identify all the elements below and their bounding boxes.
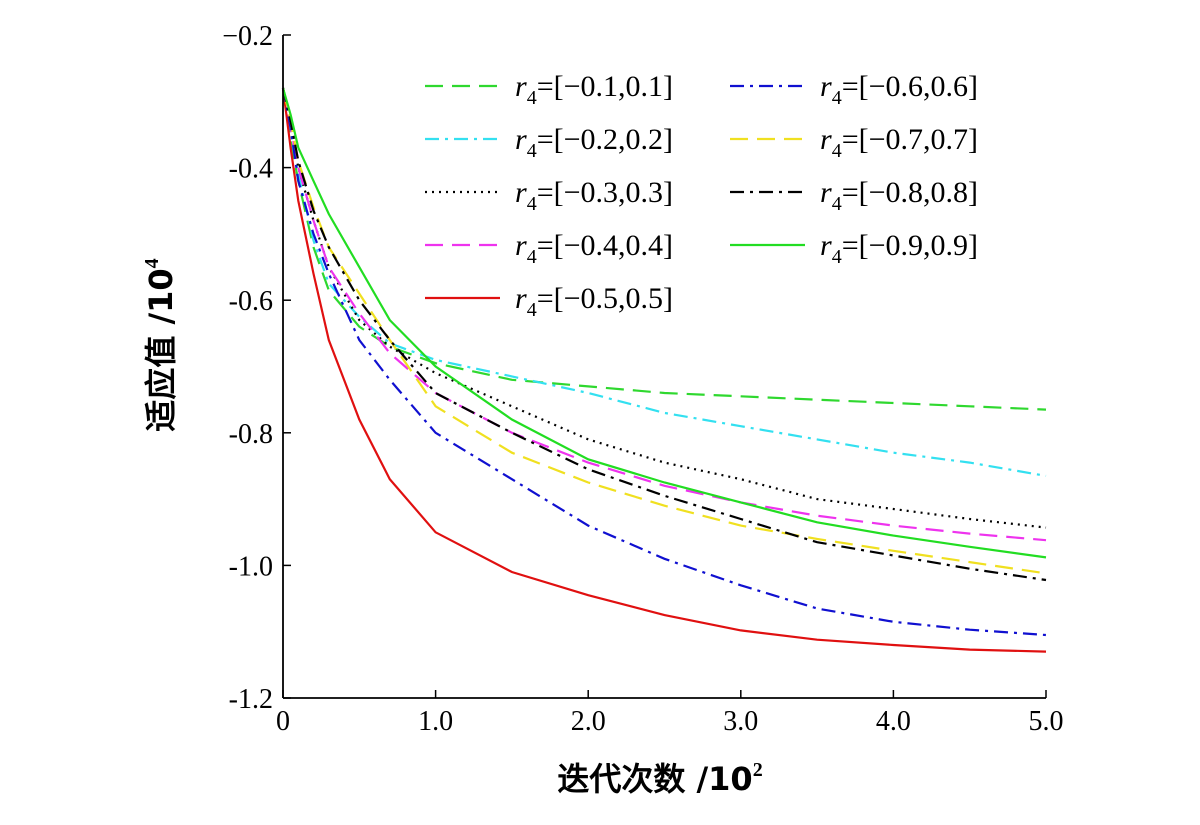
legend-label-4: r4=[−0.4,0.4] [515,229,673,268]
series-line-9 [281,87,1047,559]
y-axis-title: 适应值 /104 [141,258,180,431]
y-tick-label: -0.4 [229,154,273,185]
plot-lines [281,87,1047,653]
series-line-1 [281,87,1047,411]
series-line-8 [281,87,1047,582]
axes [282,35,1046,699]
series-line-5 [281,87,1047,653]
y-tick-label: -1.2 [229,684,273,715]
legend-label-2: r4=[−0.2,0.2] [515,123,673,162]
x-axis-exponent: 2 [753,759,763,781]
legend: r4=[−0.1,0.1] r4=[−0.2,0.2] r4=[−0.3,0.3] r… [425,70,978,321]
ticks: 0 1.0 2.0 3.0 4.0 5.0 −0.2 -0.4 -0.6 -0.8 -1.0 -1.2 [222,21,1063,737]
series-line-6 [281,87,1047,637]
x-tick-label: 5.0 [1029,706,1064,737]
x-axis-title-text: 迭代次数 /10 [557,760,752,798]
x-tick-label: 0 [276,706,290,737]
y-tick-label: -0.6 [229,286,273,317]
y-tick-label: −0.2 [222,21,273,52]
legend-label-9: r4=[−0.9,0.9] [820,229,978,268]
x-tick-label: 1.0 [418,706,453,737]
legend-label-5: r4=[−0.5,0.5] [515,282,673,321]
x-tick-label: 2.0 [571,706,606,737]
legend-label-6: r4=[−0.6,0.6] [820,70,978,109]
x-tick-label: 4.0 [876,706,911,737]
legend-label-8: r4=[−0.8,0.8] [820,176,978,215]
legend-label-1: r4=[−0.1,0.1] [515,70,673,109]
y-axis-exponent: 4 [141,258,163,268]
y-tick-label: -0.8 [229,419,273,450]
x-tick-label: 3.0 [723,706,758,737]
series-line-7 [281,87,1047,575]
x-axis-title: 迭代次数 /102 [557,759,762,798]
y-axis-title-text: 适应值 /10 [142,268,180,431]
legend-label-3: r4=[−0.3,0.3] [515,176,673,215]
y-tick-label: -1.0 [229,551,273,582]
legend-label-7: r4=[−0.7,0.7] [820,123,978,162]
